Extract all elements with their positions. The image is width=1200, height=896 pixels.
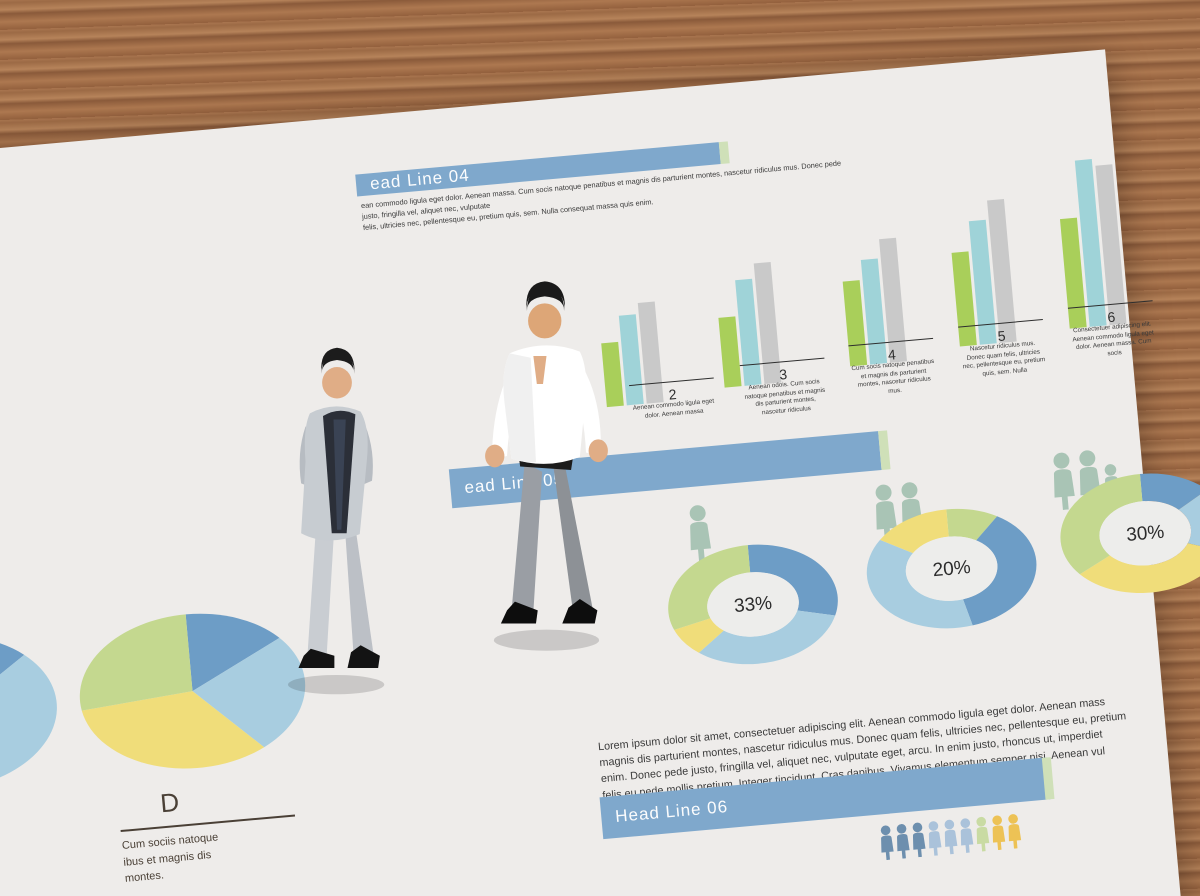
svg-text:20%: 20% <box>932 557 972 581</box>
svg-text:33%: 33% <box>733 593 773 617</box>
svg-text:30%: 30% <box>1125 522 1165 546</box>
